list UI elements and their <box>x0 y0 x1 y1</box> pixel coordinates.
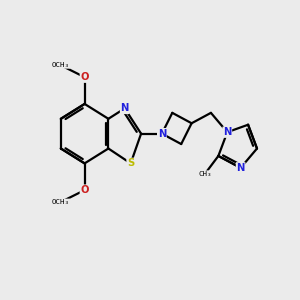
Text: N: N <box>121 103 129 113</box>
Text: N: N <box>223 127 232 137</box>
Text: OCH₃: OCH₃ <box>52 62 70 68</box>
Text: O: O <box>80 185 89 195</box>
Text: N: N <box>236 163 245 173</box>
Text: O: O <box>80 72 89 82</box>
Text: N: N <box>158 129 166 139</box>
Text: S: S <box>127 158 134 168</box>
Text: CH₃: CH₃ <box>198 171 212 177</box>
Text: OCH₃: OCH₃ <box>52 199 70 205</box>
